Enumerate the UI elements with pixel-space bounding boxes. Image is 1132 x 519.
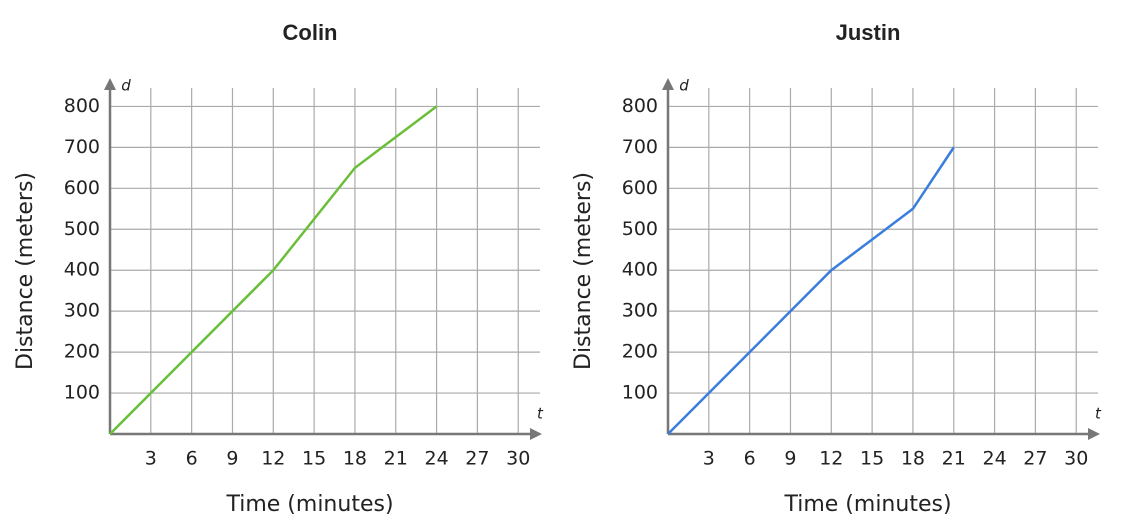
y-tick-label: 700 [622,136,658,158]
x-axis-symbol: t [1095,405,1102,423]
data-line [109,105,438,435]
x-axis-arrow [1088,428,1100,440]
y-tick-label: 800 [64,95,100,117]
y-tick-label: 100 [64,382,100,404]
y-tick-label: 300 [622,300,658,322]
y-axis-arrow [104,78,116,90]
x-tick-label: 24 [424,448,448,470]
x-tick-label: 18 [343,448,367,470]
x-tick-label: 6 [186,448,198,470]
y-axis-label: Distance (meters) [13,172,38,370]
chart-title: Justin [836,20,901,45]
x-tick-label: 3 [703,448,715,470]
y-tick-label: 700 [64,136,100,158]
x-tick-label: 12 [261,448,285,470]
x-tick-label: 30 [506,448,530,470]
y-axis-symbol: d [121,77,131,95]
x-tick-label: 21 [384,448,408,470]
x-axis-label: Time (minutes) [225,492,393,517]
x-tick-label: 18 [901,448,925,470]
x-tick-label: 27 [1023,448,1047,470]
x-tick-label: 3 [145,448,157,470]
y-axis-symbol: d [679,77,689,95]
x-tick-label: 21 [942,448,966,470]
y-tick-label: 400 [64,259,100,281]
x-tick-label: 9 [784,448,796,470]
y-tick-label: 200 [64,341,100,363]
x-axis-symbol: t [537,405,544,423]
y-tick-label: 400 [622,259,658,281]
y-tick-label: 300 [64,300,100,322]
x-tick-label: 12 [819,448,843,470]
x-tick-label: 24 [982,448,1006,470]
x-tick-label: 6 [744,448,756,470]
y-axis-arrow [662,78,674,90]
chart-title: Colin [283,20,338,45]
x-axis-arrow [530,428,542,440]
x-tick-label: 15 [302,448,326,470]
y-tick-label: 500 [622,218,658,240]
y-tick-label: 100 [622,382,658,404]
y-axis-label: Distance (meters) [571,172,596,370]
y-tick-label: 600 [622,177,658,199]
x-tick-label: 27 [465,448,489,470]
data-line [667,146,955,435]
x-tick-label: 9 [226,448,238,470]
y-tick-label: 600 [64,177,100,199]
y-tick-label: 200 [622,341,658,363]
y-tick-label: 800 [622,95,658,117]
x-tick-label: 30 [1064,448,1088,470]
y-tick-label: 500 [64,218,100,240]
x-tick-label: 15 [860,448,884,470]
x-axis-label: Time (minutes) [783,492,951,517]
